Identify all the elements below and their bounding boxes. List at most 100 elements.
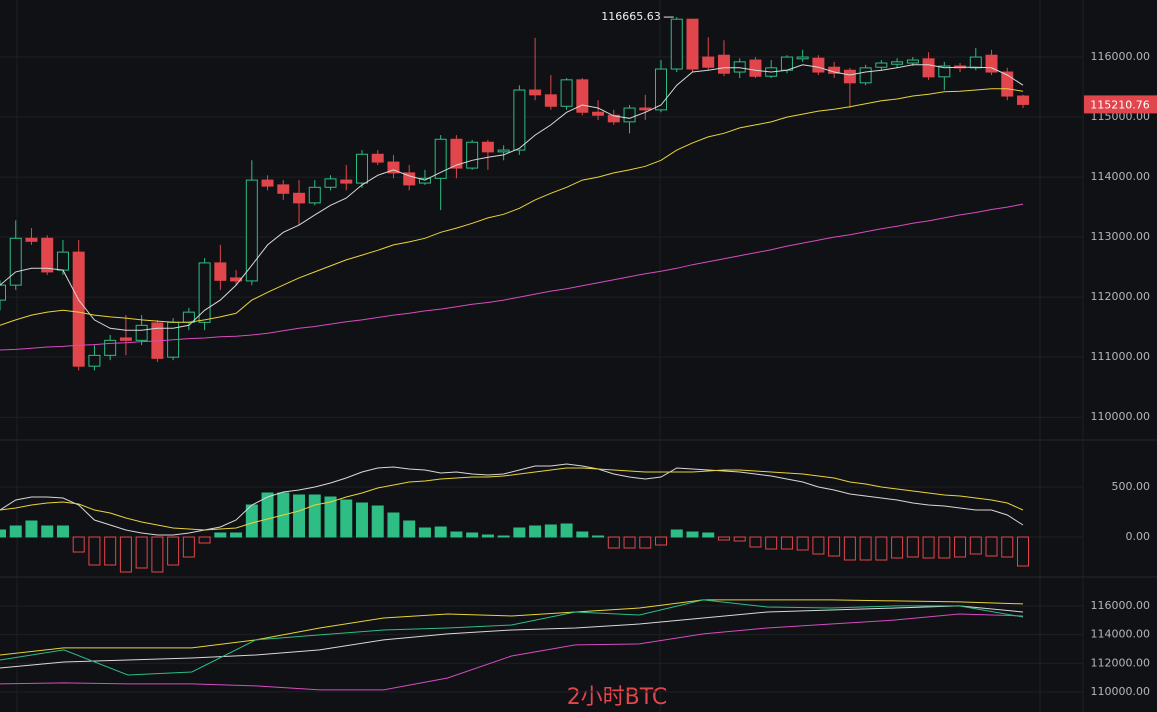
candle-body [119,337,132,341]
line-series [0,88,1024,326]
macd-bar [780,536,793,550]
macd-bar [859,536,872,561]
macd-bar [828,536,841,557]
high-label: 116665.63 [601,10,661,23]
macd-bar [796,536,809,551]
candle-body [1001,71,1014,97]
macd-bar [985,536,998,557]
candle-body [560,79,573,107]
macd-bar [466,532,479,538]
macd-bar [387,512,400,538]
macd-bar [0,529,6,538]
macd-bar [355,502,368,538]
candle-body [843,69,856,84]
macd-bar [938,536,951,559]
macd-bar [812,536,825,555]
y-tick-label: 116000.00 [1091,599,1151,612]
y-tick-label: 117000.00 [1091,0,1151,3]
y-tick-label: 112000.00 [1091,290,1151,303]
macd-bar [497,535,510,538]
macd-bar [639,536,652,549]
candle-body [670,18,683,70]
macd-bar [670,529,683,538]
macd-bar [72,536,85,553]
macd-bar [969,536,982,555]
candle-body [230,277,243,282]
macd-bar [9,525,22,538]
candle-body [576,79,589,113]
candle-body [293,192,306,204]
candle-body [88,354,101,367]
macd-bar [135,536,148,569]
macd-bar [151,536,164,573]
candle-body [592,111,605,116]
candle-body [214,262,227,281]
candle-body [277,184,290,194]
macd-bar [765,536,778,550]
candle-body [513,89,526,151]
candle-body [355,153,368,184]
macd-bar [733,536,746,542]
chart-title: 2小时BTC [567,685,668,710]
candle-body [796,56,809,60]
macd-bar [513,527,526,538]
macd-bar [418,527,431,538]
candle-body [340,179,353,184]
macd-bar [607,536,620,549]
line-series [0,599,1024,656]
macd-bar [891,536,904,559]
candle-body [655,68,668,111]
candle-body [104,339,117,356]
macd-bar [843,536,856,561]
macd-bar [324,496,337,538]
candle-body [41,237,54,273]
candle-body [135,324,148,341]
y-tick-label: 0.00 [1126,530,1151,543]
candle-body [733,61,746,73]
candle-body [182,311,195,323]
candle-body [812,57,825,73]
candle-body [497,149,510,153]
candle-body [623,107,636,123]
y-tick-label: 116000.00 [1091,50,1151,63]
candle-body [875,62,888,68]
candle-body [308,186,321,204]
line-series [0,64,1024,331]
y-tick-label: 113000.00 [1091,230,1151,243]
macd-bar [592,535,605,538]
candle-body [324,178,337,188]
macd-bar [686,531,699,538]
candle-body [466,141,479,169]
y-tick-label: 110000.00 [1091,685,1151,698]
candle-body [607,114,620,123]
macd-bar [906,536,919,558]
candle-body [749,59,762,77]
macd-bar [434,526,447,538]
candle-body [56,251,69,271]
candle-body [0,284,6,301]
macd-bar [875,536,888,561]
candle-body [371,153,384,163]
line-series [0,463,1024,536]
line-series [0,613,1024,691]
candle-body [544,94,557,107]
last-price-label: 115210.76 [1090,98,1150,111]
candle-body [450,138,463,169]
candle-body [938,65,951,78]
macd-bar [403,520,416,538]
macd-bar [88,536,101,566]
candle-body [1017,95,1029,105]
candle-body [969,56,982,69]
candle-body [418,177,431,184]
macd-bar [529,525,542,538]
line-series [0,599,1024,676]
candle-body [245,179,258,282]
candle-body [25,237,38,242]
candle-body [387,161,400,174]
macd-bar [25,520,38,538]
macd-bar [655,536,668,546]
macd-bar [702,532,715,538]
macd-bar [198,536,211,544]
